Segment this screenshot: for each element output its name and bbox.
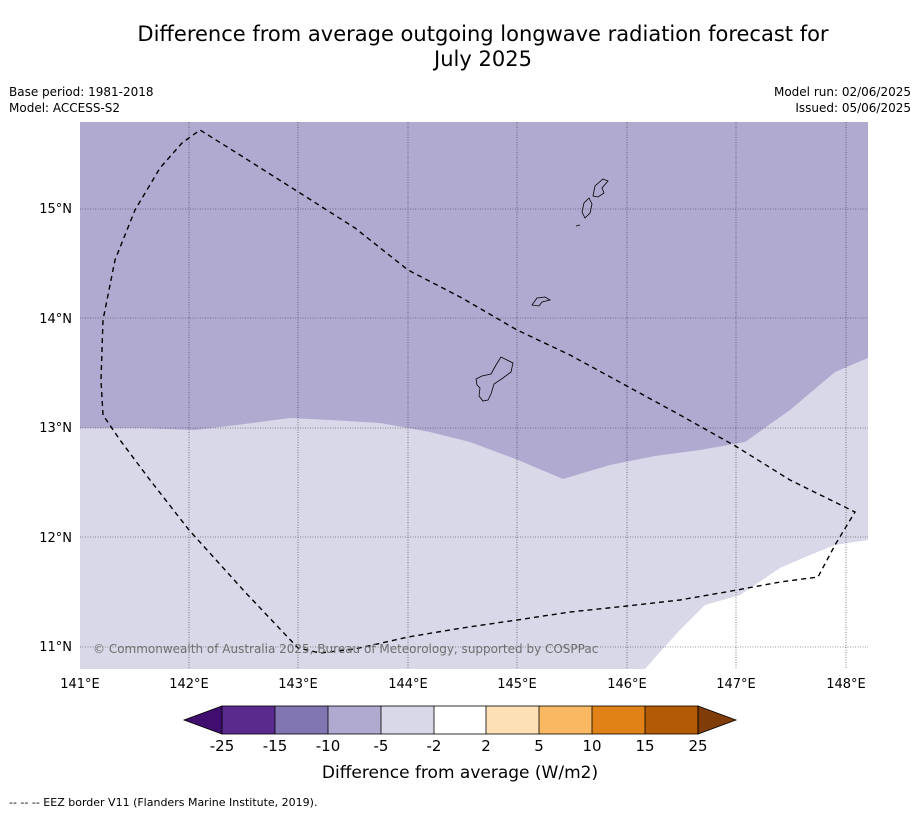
anomaly-region-minus10-to-minus5 (80, 122, 868, 479)
title-line-1: Difference from average outgoing longwav… (137, 22, 829, 46)
colorbar-extend-low (182, 705, 223, 735)
eez-border (100, 129, 856, 654)
colorbar-segment (434, 706, 486, 734)
meta-left: Base period: 1981-2018 Model: ACCESS-S2 (9, 84, 154, 116)
lat-label-14n: 14°N (39, 312, 72, 327)
colorbar-segment (592, 706, 645, 734)
colorbar-tick-label: -5 (374, 737, 389, 755)
meta-right: Model run: 02/06/2025 Issued: 05/06/2025 (774, 84, 911, 116)
island-saipan (592, 178, 609, 198)
map-plot-area: © Commonwealth of Australia 2025, Bureau… (80, 122, 868, 669)
island-aguijan (575, 224, 581, 227)
islands (475, 178, 609, 402)
gridlines (80, 122, 868, 669)
colorbar-tick-label: -15 (263, 737, 288, 755)
lon-label-148e: 148°E (826, 677, 866, 692)
colorbar-segment (539, 706, 592, 734)
lat-label-13n: 13°N (39, 421, 72, 436)
colorbar-tick-label: -25 (210, 737, 235, 755)
island-rota (531, 296, 552, 307)
colorbar-dividers (274, 706, 646, 734)
colorbar-title: Difference from average (W/m2) (322, 763, 598, 783)
colorbar-segment (486, 706, 539, 734)
colorbar-segment (328, 706, 381, 734)
lon-label-143e: 143°E (278, 677, 318, 692)
lon-label-147e: 147°E (716, 677, 756, 692)
base-period: Base period: 1981-2018 (9, 85, 154, 99)
colorbar-tick-label: 10 (582, 737, 601, 755)
model-run: Model run: 02/06/2025 (773, 85, 911, 99)
colorbar-segment (381, 706, 434, 734)
colorbar-outline (221, 705, 699, 735)
colorbar-tick-label: 2 (481, 737, 491, 755)
lat-label-12n: 12°N (39, 531, 72, 546)
eez-footnote: -- -- -- EEZ border V11 (Flanders Marine… (9, 796, 318, 809)
colorbar-segment (645, 706, 698, 734)
colorbar-tick-label: -2 (427, 737, 442, 755)
colorbar-extend-high (697, 705, 738, 735)
chart-title: Difference from average outgoing longwav… (0, 22, 919, 72)
lon-label-141e: 141°E (60, 677, 100, 692)
latitude-labels: 15°N 14°N 13°N 12°N 11°N (39, 202, 72, 655)
colorbar-segment (222, 706, 275, 734)
colorbar: -25 -15 -10 -5 -2 2 5 10 15 25 Differenc… (182, 705, 738, 783)
colorbar-tick-label: -10 (316, 737, 341, 755)
colorbar-tick-label: 25 (688, 737, 707, 755)
colorbar-tick-label: 5 (534, 737, 544, 755)
model-name: Model: ACCESS-S2 (9, 101, 121, 115)
lon-label-142e: 142°E (169, 677, 209, 692)
lon-label-144e: 144°E (388, 677, 428, 692)
longitude-labels: 141°E 142°E 143°E 144°E 145°E 146°E 147°… (60, 677, 866, 692)
lon-label-146e: 146°E (607, 677, 647, 692)
lon-label-145e: 145°E (497, 677, 537, 692)
lat-label-15n: 15°N (39, 202, 72, 217)
lat-label-11n: 11°N (39, 640, 72, 655)
colorbar-tick-label: 15 (635, 737, 654, 755)
copyright-text: © Commonwealth of Australia 2025, Bureau… (93, 642, 598, 656)
island-tinian (581, 197, 593, 219)
issued-date: Issued: 05/06/2025 (795, 101, 911, 115)
colorbar-segment (275, 706, 328, 734)
island-guam (475, 356, 514, 402)
title-line-2: July 2025 (434, 47, 532, 71)
